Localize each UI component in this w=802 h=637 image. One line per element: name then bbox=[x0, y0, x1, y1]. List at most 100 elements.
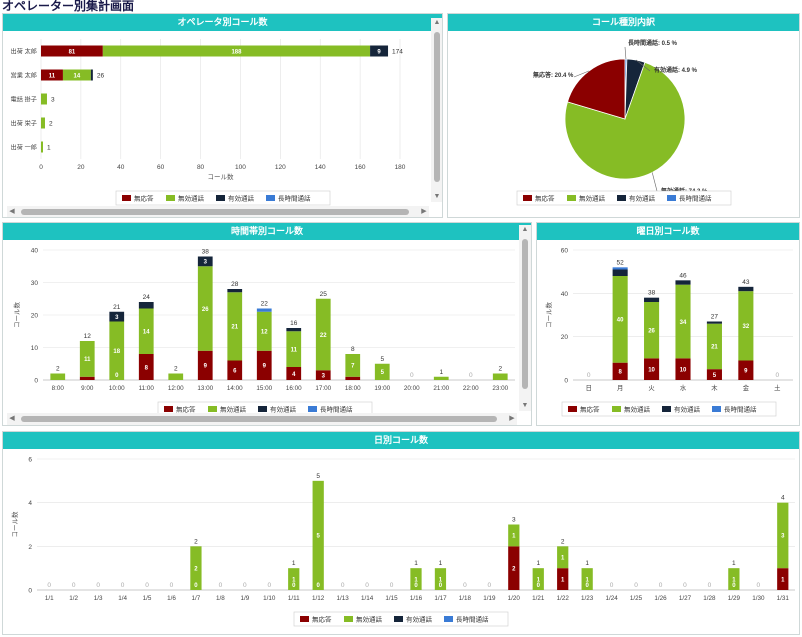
bar-no-answer[interactable] bbox=[508, 546, 520, 590]
scroll-up-icon[interactable]: ▲ bbox=[433, 19, 441, 26]
bar-valid[interactable] bbox=[286, 328, 302, 332]
bar-no-answer[interactable] bbox=[197, 350, 213, 380]
bar-invalid[interactable] bbox=[109, 321, 125, 381]
scroll-down-icon[interactable]: ▼ bbox=[521, 402, 529, 409]
legend-swatch-invalid[interactable] bbox=[344, 616, 353, 622]
pie-slice-no-answer[interactable] bbox=[567, 58, 626, 120]
bar-invalid[interactable] bbox=[557, 546, 569, 569]
legend-swatch-valid[interactable] bbox=[258, 406, 267, 412]
bar-valid[interactable] bbox=[644, 297, 660, 302]
legend-label-valid[interactable]: 有効通話 bbox=[674, 405, 701, 414]
bar-invalid[interactable] bbox=[197, 266, 213, 351]
legend-swatch-valid[interactable] bbox=[216, 195, 225, 201]
legend-swatch-long[interactable] bbox=[667, 195, 676, 201]
legend-label-no-answer[interactable]: 無応答 bbox=[535, 194, 555, 203]
scroll-down-icon[interactable]: ▼ bbox=[433, 193, 441, 200]
bar-valid[interactable] bbox=[227, 289, 243, 293]
legend-swatch-valid[interactable] bbox=[662, 406, 671, 412]
legend-swatch-no-answer[interactable] bbox=[568, 406, 577, 412]
bar-invalid[interactable] bbox=[345, 354, 361, 377]
scroll-thumb[interactable] bbox=[522, 239, 528, 389]
bar-invalid[interactable] bbox=[50, 373, 66, 381]
legend-label-invalid[interactable]: 無効通話 bbox=[579, 194, 606, 203]
bar-valid[interactable] bbox=[197, 256, 213, 267]
bar-no-answer[interactable] bbox=[738, 360, 754, 381]
scroll-thumb[interactable] bbox=[21, 416, 497, 422]
legend-swatch-invalid[interactable] bbox=[612, 406, 621, 412]
bar-invalid[interactable] bbox=[256, 311, 272, 351]
legend-label-long[interactable]: 長時間通話 bbox=[320, 405, 353, 414]
bar-long[interactable] bbox=[612, 267, 628, 270]
bar-invalid[interactable] bbox=[738, 291, 754, 361]
bar-invalid[interactable] bbox=[41, 93, 47, 105]
legend-label-valid[interactable]: 有効通話 bbox=[406, 615, 433, 624]
bar-invalid[interactable] bbox=[312, 480, 324, 590]
bar-no-answer[interactable] bbox=[706, 369, 722, 380]
bar-long[interactable] bbox=[256, 308, 272, 312]
bar-no-answer[interactable] bbox=[644, 358, 660, 380]
bar-invalid[interactable] bbox=[433, 376, 449, 380]
legend-swatch-valid[interactable] bbox=[617, 195, 626, 201]
bar-no-answer[interactable] bbox=[345, 376, 361, 380]
legend-label-valid[interactable]: 有効通話 bbox=[228, 194, 255, 203]
bar-no-answer[interactable] bbox=[41, 45, 103, 57]
bar-invalid[interactable] bbox=[675, 284, 691, 359]
scroll-thumb[interactable] bbox=[21, 209, 409, 215]
bar-no-answer[interactable] bbox=[138, 354, 154, 380]
legend-label-invalid[interactable]: 無効通話 bbox=[624, 405, 651, 414]
scroll-right-icon[interactable]: ▶ bbox=[509, 415, 515, 422]
bar-valid[interactable] bbox=[738, 286, 754, 292]
bar-invalid[interactable] bbox=[102, 45, 371, 57]
legend-swatch-long[interactable] bbox=[712, 406, 721, 412]
legend-label-long[interactable]: 長時間通話 bbox=[679, 194, 712, 203]
bar-invalid[interactable] bbox=[374, 363, 390, 380]
bar-no-answer[interactable] bbox=[315, 370, 331, 380]
legend-label-valid[interactable]: 有効通話 bbox=[629, 194, 656, 203]
scroll-right-icon[interactable]: ▶ bbox=[421, 208, 427, 215]
bar-invalid[interactable] bbox=[168, 373, 184, 381]
legend-label-no-answer[interactable]: 無応答 bbox=[176, 405, 196, 414]
bar-no-answer[interactable] bbox=[612, 362, 628, 380]
bar-valid[interactable] bbox=[612, 269, 628, 277]
bar-invalid[interactable] bbox=[581, 568, 593, 590]
legend-label-long[interactable]: 長時間通話 bbox=[724, 405, 757, 414]
bar-no-answer[interactable] bbox=[557, 568, 569, 590]
operator-vertical-scrollbar[interactable]: ▲ ▼ bbox=[431, 18, 442, 202]
legend-label-no-answer[interactable]: 無応答 bbox=[134, 194, 154, 203]
bar-invalid[interactable] bbox=[41, 141, 43, 153]
hourly-vertical-scrollbar[interactable]: ▲ ▼ bbox=[519, 225, 531, 411]
bar-invalid[interactable] bbox=[492, 373, 508, 381]
legend-swatch-invalid[interactable] bbox=[208, 406, 217, 412]
bar-invalid[interactable] bbox=[410, 568, 422, 590]
legend-label-no-answer[interactable]: 無応答 bbox=[580, 405, 600, 414]
scroll-left-icon[interactable]: ◀ bbox=[9, 208, 15, 215]
bar-invalid[interactable] bbox=[288, 568, 300, 590]
legend-label-long[interactable]: 長時間通話 bbox=[456, 615, 489, 624]
bar-no-answer[interactable] bbox=[41, 69, 63, 81]
bar-invalid[interactable] bbox=[315, 298, 331, 371]
legend-label-no-answer[interactable]: 無応答 bbox=[312, 615, 332, 624]
legend-swatch-no-answer[interactable] bbox=[164, 406, 173, 412]
operator-horizontal-scrollbar[interactable]: ◀ ▶ bbox=[7, 206, 429, 217]
bar-valid[interactable] bbox=[370, 45, 389, 57]
bar-invalid[interactable] bbox=[138, 308, 154, 355]
bar-invalid[interactable] bbox=[190, 546, 202, 590]
bar-valid[interactable] bbox=[138, 302, 154, 309]
bar-invalid[interactable] bbox=[777, 502, 789, 569]
bar-invalid[interactable] bbox=[728, 568, 740, 590]
legend-swatch-no-answer[interactable] bbox=[300, 616, 309, 622]
bar-invalid[interactable] bbox=[508, 524, 520, 547]
bar-no-answer[interactable] bbox=[286, 367, 302, 380]
bar-invalid[interactable] bbox=[706, 323, 722, 370]
legend-swatch-invalid[interactable] bbox=[166, 195, 175, 201]
legend-swatch-no-answer[interactable] bbox=[122, 195, 131, 201]
scroll-thumb[interactable] bbox=[434, 32, 440, 182]
bar-no-answer[interactable] bbox=[256, 350, 272, 380]
legend-label-valid[interactable]: 有効通話 bbox=[270, 405, 297, 414]
bar-invalid[interactable] bbox=[41, 117, 45, 129]
scroll-left-icon[interactable]: ◀ bbox=[9, 415, 15, 422]
bar-no-answer[interactable] bbox=[79, 376, 95, 380]
legend-label-invalid[interactable]: 無効通話 bbox=[220, 405, 247, 414]
legend-swatch-long[interactable] bbox=[308, 406, 317, 412]
legend-swatch-no-answer[interactable] bbox=[523, 195, 532, 201]
